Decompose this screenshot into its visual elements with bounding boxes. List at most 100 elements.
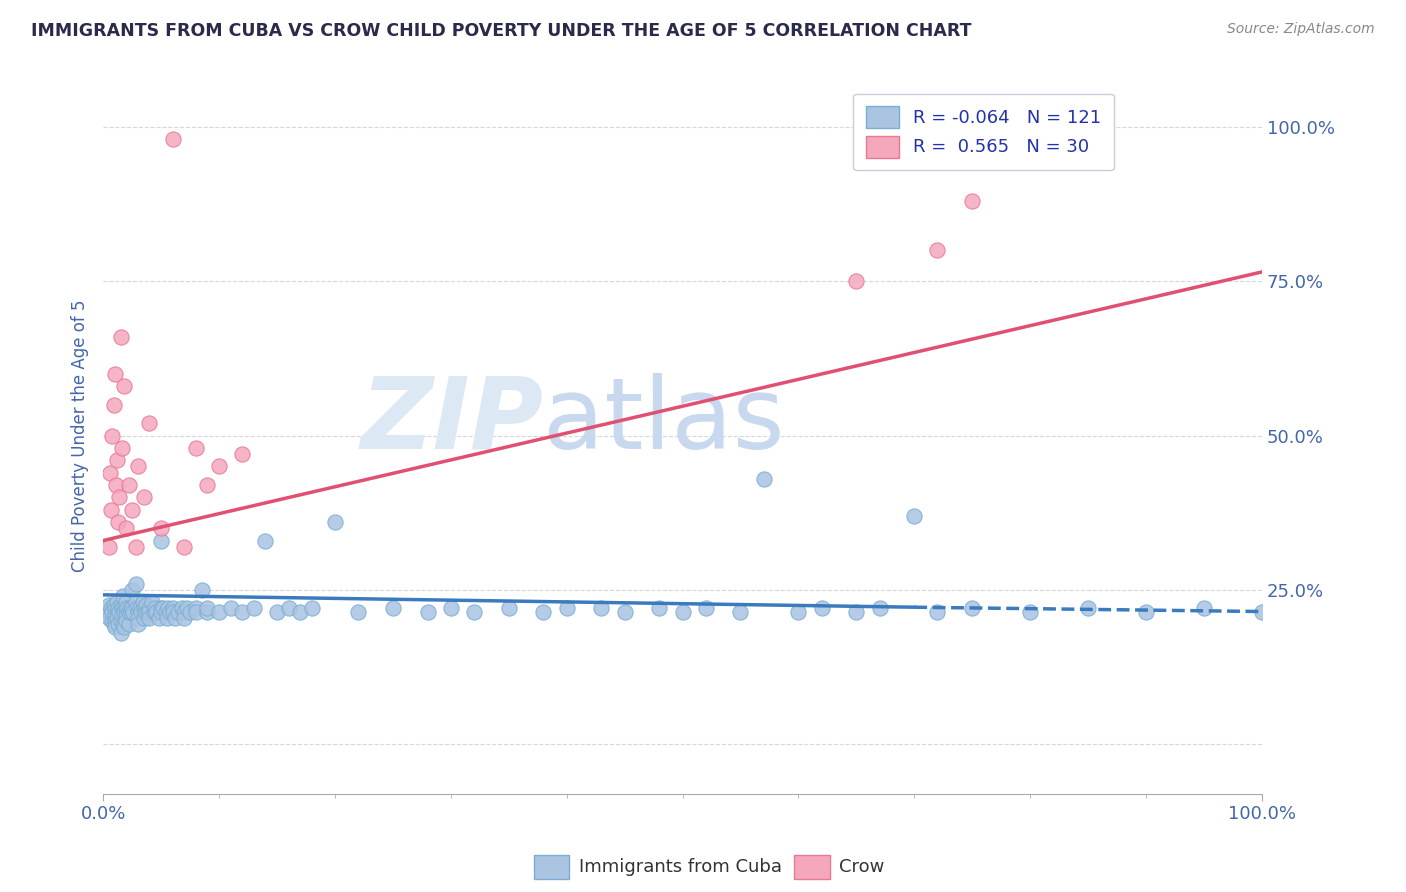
Point [110,330,132,344]
Point [960,601,983,615]
Point [591,601,613,615]
Point [136,605,159,619]
Point [115,595,138,609]
Point [104,614,127,628]
Point [648,601,671,615]
Point [127,605,149,619]
Point [121,582,143,597]
Point [97,540,120,554]
Point [122,605,145,619]
Point [150,521,173,535]
Point [301,601,323,615]
Point [115,614,138,628]
Point [173,605,195,619]
Point [197,601,219,615]
Point [231,447,253,461]
Point [118,601,141,615]
Point [100,502,122,516]
Text: Immigrants from Cuba: Immigrants from Cuba [579,858,782,876]
Point [197,478,219,492]
Point [231,605,253,619]
Point [115,521,138,535]
Point [323,515,346,529]
Point [105,453,128,467]
Point [97,605,120,619]
Point [125,601,148,615]
Point [134,605,156,619]
Point [155,605,177,619]
Point [208,459,231,474]
Point [105,595,128,609]
Point [138,610,160,624]
Point [927,605,949,619]
Point [103,599,125,613]
Point [150,605,173,619]
Point [150,533,173,548]
Point [162,601,184,615]
Point [100,601,122,615]
Point [138,601,160,615]
Point [730,605,752,619]
Point [162,605,184,619]
Point [132,491,155,505]
Point [960,194,983,208]
Point [138,416,160,430]
Point [117,605,139,619]
Point [613,605,636,619]
Point [810,601,832,615]
Point [107,515,129,529]
Point [131,595,153,609]
Point [110,599,132,613]
Point [157,601,180,615]
Point [120,605,142,619]
Point [104,620,127,634]
Point [124,540,146,554]
Point [498,601,520,615]
Point [288,605,311,619]
Point [111,589,134,603]
Point [111,607,134,622]
Point [104,478,127,492]
Point [97,599,120,613]
Text: atlas: atlas [544,373,785,470]
Point [173,540,195,554]
Point [845,274,868,288]
Point [787,605,810,619]
Point [107,601,129,615]
Point [150,601,173,615]
Point [101,428,124,442]
Point [927,244,949,258]
Text: Crow: Crow [839,858,884,876]
Point [112,620,135,634]
Point [112,601,135,615]
Point [124,595,146,609]
Point [347,605,370,619]
Point [266,605,288,619]
Point [103,398,125,412]
Point [112,605,135,619]
Point [110,614,132,628]
Text: ZIP: ZIP [360,373,544,470]
Point [555,601,578,615]
Point [162,132,184,146]
Point [143,601,166,615]
Point [242,601,264,615]
Point [104,367,127,381]
Point [121,601,143,615]
Point [1251,605,1274,619]
Point [104,607,127,622]
Point [184,601,207,615]
Point [98,466,121,480]
Point [127,459,149,474]
Point [197,605,219,619]
Point [131,605,153,619]
Point [254,533,277,548]
Point [148,610,170,624]
Point [533,605,555,619]
Point [184,441,207,455]
Point [132,610,155,624]
Point [1192,601,1215,615]
Point [463,605,485,619]
Point [145,605,167,619]
Point [190,582,212,597]
